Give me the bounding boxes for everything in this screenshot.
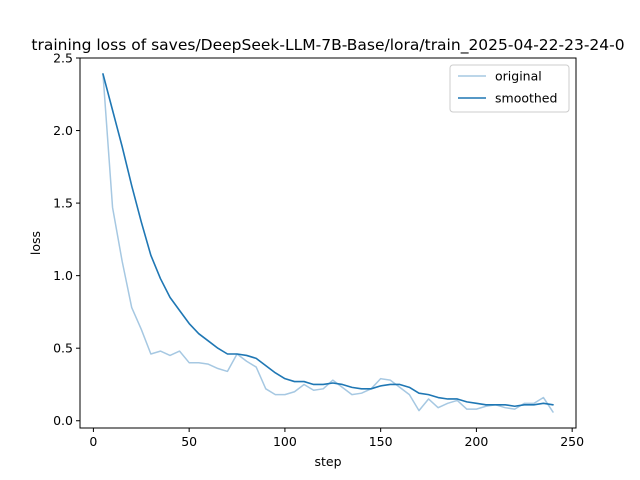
x-axis-label: step xyxy=(314,454,341,469)
x-axis-ticks: 0 50 100 150 200 250 xyxy=(89,428,584,449)
y-tick-label: 2.5 xyxy=(53,51,73,66)
axes-frame xyxy=(79,57,577,429)
chart-title: training loss of saves/DeepSeek-LLM-7B-B… xyxy=(31,36,624,55)
y-tick-label: 0.5 xyxy=(53,341,73,356)
y-tick-label: 1.0 xyxy=(53,268,73,283)
legend-label-original: original xyxy=(495,69,542,84)
x-tick-label: 200 xyxy=(464,434,488,449)
legend-label-smoothed: smoothed xyxy=(495,91,557,106)
x-tick-label: 50 xyxy=(181,434,197,449)
series-line-smoothed xyxy=(102,73,554,408)
y-tick-label: 2.0 xyxy=(53,123,73,138)
x-tick-label: 250 xyxy=(560,434,584,449)
x-tick-label: 0 xyxy=(89,434,97,449)
x-tick-label: 100 xyxy=(273,434,297,449)
y-tick-label: 0.0 xyxy=(53,413,73,428)
plot-lines xyxy=(102,73,554,413)
y-axis-ticks: 0.0 0.5 1.0 1.5 2.0 2.5 xyxy=(53,51,80,428)
y-axis-label: loss xyxy=(28,231,43,255)
y-tick-label: 1.5 xyxy=(53,196,73,211)
legend: original smoothed xyxy=(449,64,570,113)
x-tick-label: 150 xyxy=(369,434,393,449)
